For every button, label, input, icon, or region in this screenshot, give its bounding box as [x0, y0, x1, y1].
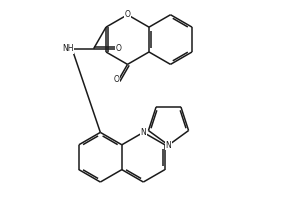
- Text: O: O: [124, 10, 130, 19]
- Text: N: N: [166, 141, 171, 150]
- Text: NH: NH: [62, 44, 74, 53]
- Text: O: O: [116, 44, 122, 53]
- Text: O: O: [113, 75, 119, 84]
- Text: N: N: [140, 128, 146, 137]
